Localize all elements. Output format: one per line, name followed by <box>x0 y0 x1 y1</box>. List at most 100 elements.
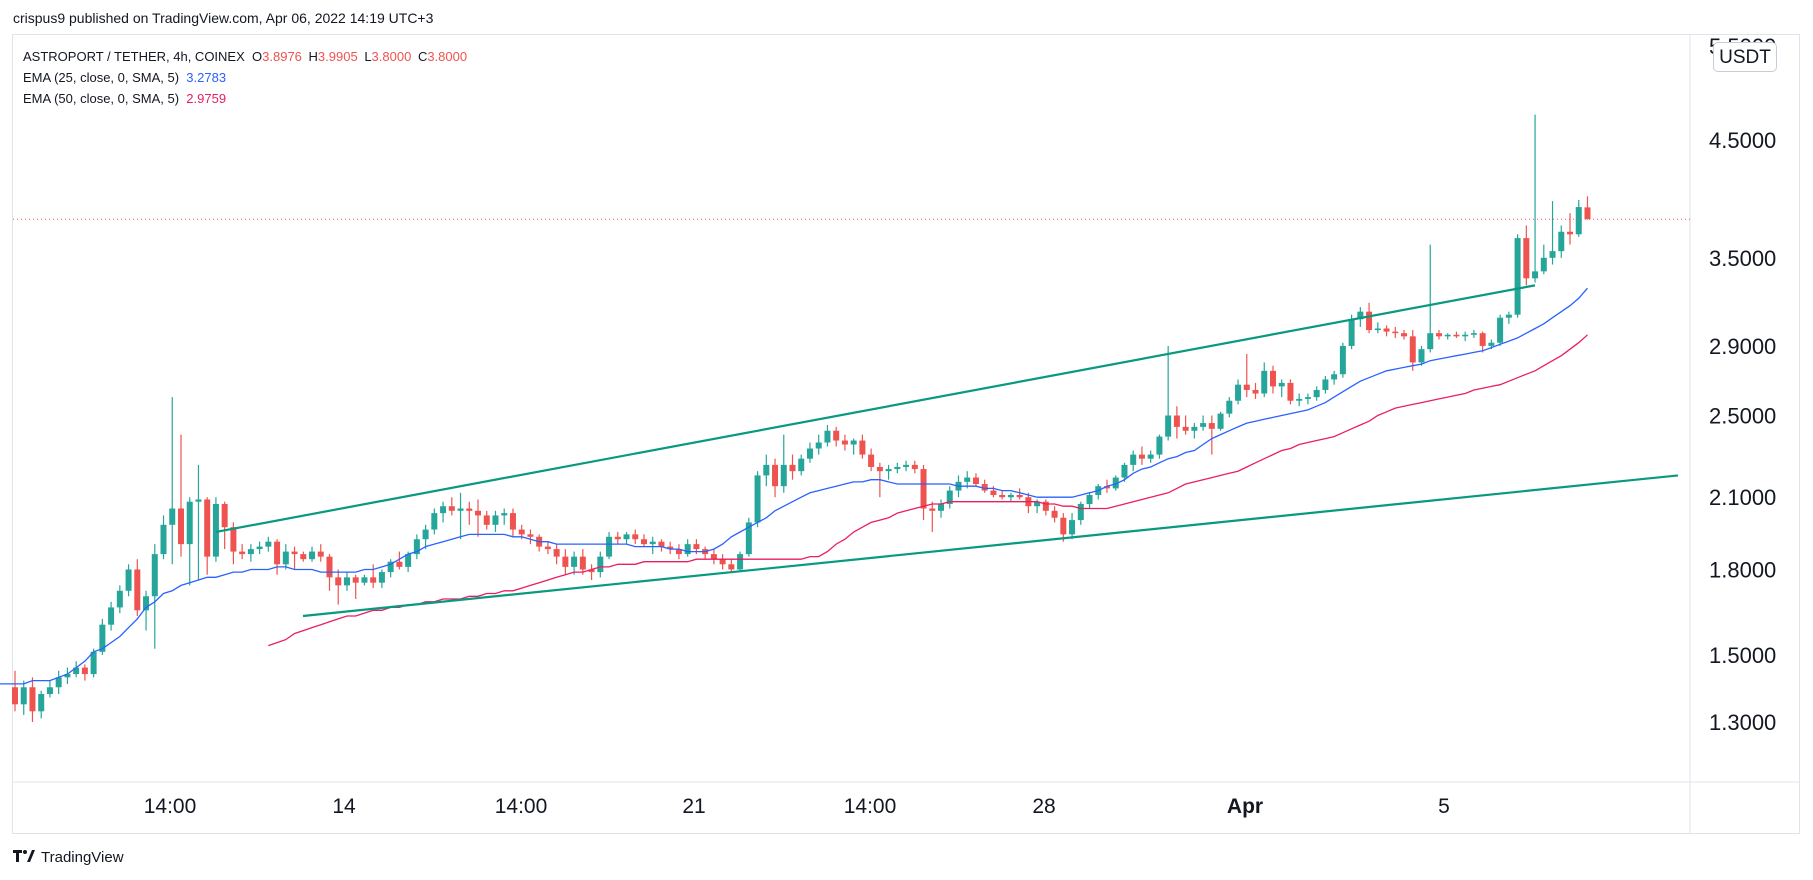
tradingview-logo-icon <box>13 849 35 866</box>
candle <box>544 541 551 555</box>
candle-body <box>1243 384 1250 390</box>
candle <box>1173 406 1180 439</box>
candle-body <box>1540 257 1547 272</box>
candle-body <box>256 546 263 550</box>
candle-body <box>99 624 106 652</box>
candle-body <box>1470 333 1477 335</box>
candle <box>1077 501 1084 525</box>
candle <box>90 648 97 678</box>
footer-brand[interactable]: TradingView <box>13 849 124 866</box>
candle <box>20 680 27 715</box>
candle <box>1156 434 1163 459</box>
candle-body <box>387 561 394 573</box>
candle <box>1331 370 1338 385</box>
candle <box>134 559 141 616</box>
candle-body <box>1401 333 1408 337</box>
candle-body <box>1208 423 1215 429</box>
legend-ema50-row[interactable]: EMA (50, close, 0, SMA, 5) 2.9759 <box>23 88 470 109</box>
candle <box>501 508 508 525</box>
candle <box>204 497 211 575</box>
candle <box>300 551 307 562</box>
candle-body <box>108 607 115 625</box>
candle <box>335 569 342 605</box>
candle <box>588 564 595 581</box>
candle-body <box>1200 423 1207 427</box>
candle-body <box>501 513 508 516</box>
trendline-lower[interactable] <box>302 474 1679 618</box>
candle-body <box>343 577 350 586</box>
candle <box>291 546 298 570</box>
candle <box>1252 382 1259 399</box>
candle <box>317 544 324 562</box>
candle <box>1339 342 1346 378</box>
candle-body <box>1235 384 1242 401</box>
symbol-label: ASTROPORT / TETHER, 4h, COINEX <box>23 49 245 64</box>
candle <box>1235 379 1242 405</box>
candle <box>475 499 482 537</box>
trendline-upper[interactable] <box>215 284 1536 534</box>
candle-body <box>815 442 822 449</box>
candle-body <box>352 577 359 583</box>
legend-ema25-row[interactable]: EMA (25, close, 0, SMA, 5) 3.2783 <box>23 67 470 88</box>
candle-body <box>1322 379 1329 390</box>
candle <box>221 501 228 550</box>
candle <box>1505 311 1512 324</box>
candle-body <box>710 554 717 560</box>
candle <box>964 471 971 489</box>
candle <box>12 670 18 712</box>
candle-body <box>440 506 447 514</box>
candle-body <box>798 458 805 472</box>
candle <box>1549 201 1556 265</box>
y-tick-label: 2.5000 <box>1709 403 1776 428</box>
candle <box>780 434 787 493</box>
candle-body <box>1339 345 1346 375</box>
candle-body <box>571 556 578 567</box>
candle-body <box>1374 328 1381 331</box>
candle-body <box>606 536 613 557</box>
candle <box>1016 488 1023 500</box>
candle <box>806 442 813 463</box>
candle-body <box>1269 370 1276 387</box>
candle <box>143 590 150 631</box>
ema-lines-group <box>0 287 1588 685</box>
candle-body <box>151 554 158 597</box>
candle <box>798 454 805 476</box>
candle <box>1147 450 1154 463</box>
candle <box>1584 196 1591 220</box>
ema25-value: 3.2783 <box>186 70 227 85</box>
candle-body <box>282 551 289 565</box>
candle-body <box>1042 501 1049 511</box>
candle-body <box>1558 231 1565 252</box>
candle <box>55 670 62 695</box>
candle <box>728 559 735 573</box>
candle-body <box>693 544 700 550</box>
candle-body <box>1357 311 1364 320</box>
candle <box>177 434 184 557</box>
chart-pane[interactable] <box>12 34 1800 834</box>
candle-body <box>964 477 971 482</box>
candle-body <box>186 501 193 545</box>
candle-body <box>1523 238 1530 279</box>
candle-body <box>1497 317 1504 343</box>
candle-body <box>1138 454 1145 459</box>
candle-body <box>649 541 656 545</box>
candle <box>73 661 80 678</box>
candle <box>719 554 726 570</box>
candle <box>1444 333 1451 340</box>
candle-body <box>1007 494 1014 498</box>
x-tick-label: 14 <box>332 795 356 818</box>
candle <box>1462 331 1469 342</box>
candle-body <box>335 577 342 586</box>
candle <box>946 486 953 509</box>
candle <box>903 460 910 472</box>
candle-body <box>448 506 455 511</box>
candle <box>894 462 901 474</box>
candle <box>999 490 1006 500</box>
candle-body <box>623 534 630 540</box>
candle-body <box>553 549 560 557</box>
candle-body <box>169 508 176 525</box>
candle <box>309 546 316 562</box>
currency-selector[interactable]: USDT <box>1713 42 1777 72</box>
ema25-label: EMA (25, close, 0, SMA, 5) <box>23 70 180 85</box>
